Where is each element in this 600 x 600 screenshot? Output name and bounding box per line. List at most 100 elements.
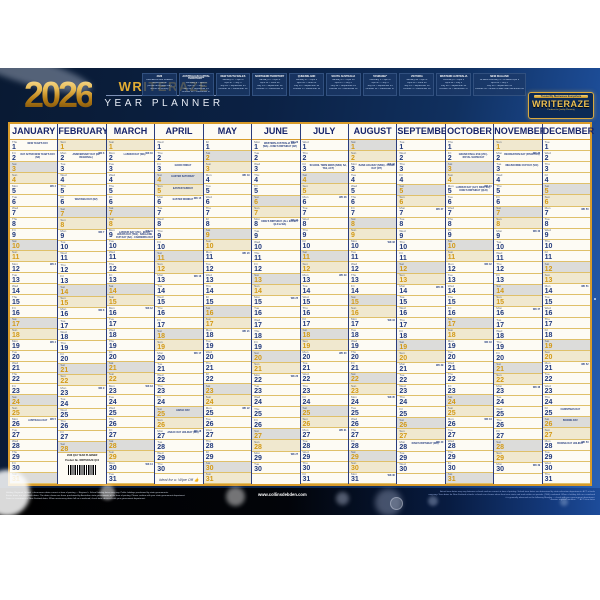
weekday-abbrev: Mon	[447, 339, 454, 344]
day-number: 30	[350, 465, 359, 473]
badge-banner: Trusted By Businesses Everywhere	[534, 94, 588, 98]
day-number: 13	[399, 277, 408, 284]
weekday-abbrev: Thu	[12, 372, 18, 377]
day-number: 22	[254, 377, 262, 385]
school-terms-line: July 20 – September 25	[220, 85, 246, 88]
school-terms-strip: 2026 Australia & New Zealand School Terms(…	[142, 73, 526, 97]
day-number: 29	[12, 454, 20, 462]
day-cell: Mon 6 WK 15 EASTER MONDAY	[155, 195, 203, 207]
day-cell: Tue 3	[106, 162, 155, 174]
day-number: 5	[302, 187, 307, 195]
day-cell: Sun 25	[445, 406, 494, 418]
day-number: 7	[350, 210, 355, 218]
weekday-abbrev: Thu	[60, 419, 66, 424]
day-number: 12	[254, 265, 262, 273]
day-number: 11	[496, 254, 504, 262]
day-cell: Tue 2	[252, 151, 300, 163]
weekday-abbrev: Mon	[60, 307, 67, 312]
day-cell: Sat 4 EASTER SATURDAY	[155, 173, 203, 185]
weekday-abbrev: Sun	[350, 461, 357, 466]
day-cell: Tue 9	[252, 229, 300, 241]
day-number: 30	[302, 465, 311, 473]
day-number: 26	[350, 420, 359, 428]
weekday-abbrev: Wed	[399, 306, 406, 311]
day-number: 28	[60, 445, 69, 453]
weekday-abbrev: Thu	[447, 372, 453, 377]
day-cell: Thu 26	[106, 417, 155, 429]
weekday-abbrev: Sun	[254, 284, 260, 289]
weekday-abbrev: Tue	[205, 417, 211, 421]
weekday-abbrev: Fri	[60, 195, 64, 200]
weekday-abbrev: Tue	[399, 451, 405, 455]
school-terms-line: January 27 – April 10	[332, 79, 355, 82]
day-number: 19	[447, 343, 456, 351]
weekday-abbrev: Mon	[108, 384, 115, 388]
weekday-abbrev: Tue	[205, 262, 211, 266]
weekday-abbrev: Mon	[108, 151, 115, 155]
school-terms-line: October 12 – December 18	[218, 88, 248, 91]
day-number: 13	[254, 277, 262, 284]
day-cell: Sun 15	[494, 295, 542, 307]
weekday-abbrev: Wed	[12, 284, 19, 288]
school-terms-line: At latest February 9 – At latest April 2	[479, 79, 520, 82]
weekday-abbrev: Sat	[12, 395, 17, 399]
day-number: 20	[544, 354, 553, 362]
weekday-abbrev: Sun	[108, 140, 115, 144]
weekday-abbrev: Sat	[496, 440, 501, 444]
day-number: 15	[447, 298, 456, 306]
day-cell: Tue 21	[155, 362, 203, 374]
day-cell: Fri 31	[300, 472, 348, 484]
day-number: 24	[496, 399, 505, 407]
day-cell: Thu 1 NEW YEAR'S DAY	[10, 140, 58, 152]
weekday-abbrev: Tue	[157, 206, 163, 211]
day-cell: Sun 12	[300, 262, 348, 274]
week-number: WK 12	[145, 307, 153, 311]
weekday-abbrev: Thu	[205, 361, 211, 366]
day-cell: Sat 7	[494, 206, 542, 218]
day-number: 21	[399, 366, 408, 373]
weekday-abbrev: Fri	[496, 429, 500, 433]
weekday-abbrev: Fri	[60, 430, 64, 435]
school-terms-line: July 20 – September 24	[441, 85, 467, 88]
day-number: 6	[108, 198, 113, 206]
day-number: 26	[302, 420, 311, 428]
weekday-abbrev: Wed	[205, 350, 212, 355]
weekday-abbrev: Sat	[12, 317, 17, 321]
day-cell: Tue 8	[397, 217, 445, 229]
day-cell: Wed 15	[300, 295, 348, 307]
weekday-abbrev: Thu	[157, 384, 163, 389]
day-cell: Sat 5	[542, 184, 591, 196]
weekday-abbrev: Sun	[12, 250, 18, 255]
school-terms-line: October 5 – December 11	[256, 88, 284, 91]
school-terms-box: VICTORIA January 28 – April 2 April 20 – J…	[399, 73, 435, 97]
day-cell: Wed 26	[348, 417, 397, 429]
day-cell: Tue 20	[10, 350, 58, 362]
weekday-abbrev: Sun	[544, 273, 550, 277]
day-cell: Mon 27 WK 31	[300, 428, 348, 440]
weekday-abbrev: Wed	[157, 140, 164, 144]
weekday-abbrev: Sun	[350, 151, 357, 155]
day-cell: Fri 25	[397, 407, 445, 419]
school-terms-box-title: WESTERN AUSTRALIA	[439, 74, 468, 78]
weekday-abbrev: Tue	[254, 462, 260, 467]
day-cell: Sun 7	[252, 206, 300, 218]
day-number: 3	[496, 165, 501, 173]
day-number: 27	[254, 432, 262, 440]
day-number: 7	[447, 210, 452, 218]
day-number: 3	[108, 165, 113, 173]
day-number: 4	[205, 176, 210, 184]
day-number: 28	[447, 443, 456, 451]
week-number: WK 20	[242, 251, 250, 255]
day-cell: Wed 27	[203, 428, 252, 440]
day-cell: Tue 27	[445, 428, 494, 440]
day-cell: Wed 29	[300, 450, 348, 462]
day-cell: Wed 7	[10, 206, 58, 218]
weekday-abbrev: Wed	[302, 140, 309, 144]
weekday-abbrev: Sat	[205, 461, 211, 466]
day-number: 10	[399, 243, 408, 251]
day-number: 23	[302, 387, 311, 395]
day-cell: Mon 20 WK 30	[300, 350, 348, 362]
day-number: 16	[60, 311, 69, 319]
school-terms-box: NEW ZEALAND At latest February 9 – At lat…	[473, 73, 526, 97]
day-number: 16	[496, 310, 505, 318]
